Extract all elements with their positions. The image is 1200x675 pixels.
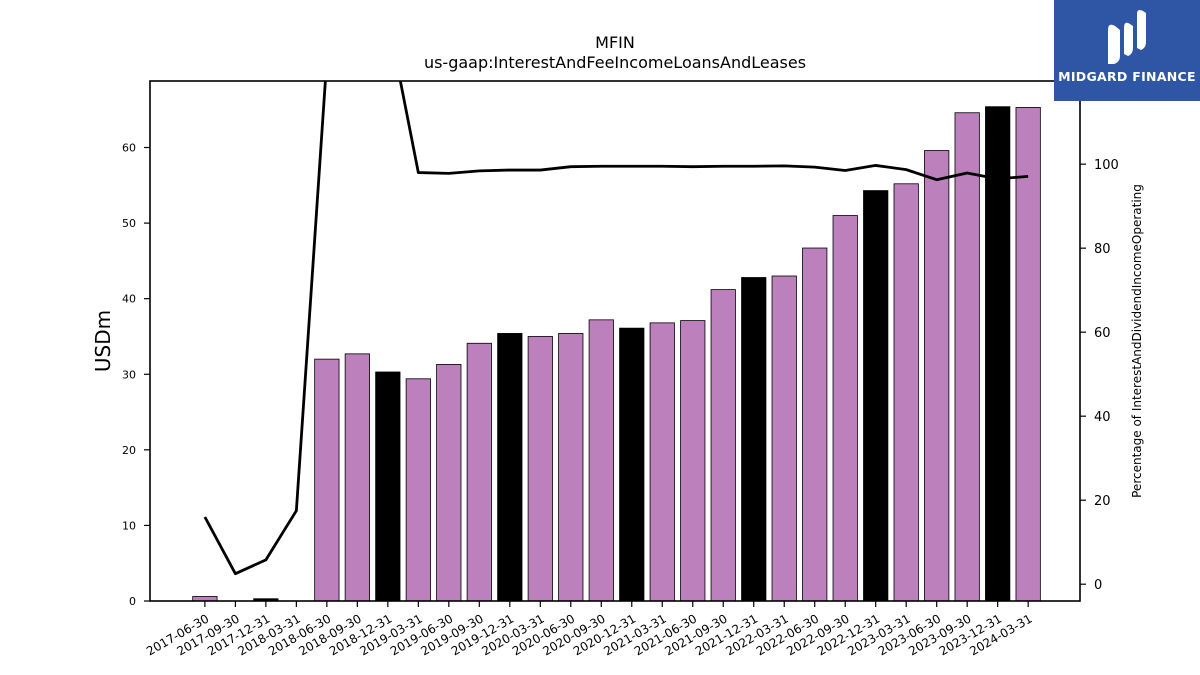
bar-2024-03-31 — [1015, 107, 1041, 602]
bar-2018-09-30 — [344, 353, 370, 602]
y2-tick-label: 80 — [1094, 242, 1111, 257]
bar-2022-03-31 — [771, 275, 797, 602]
chart-subtitle: us-gaap:InterestAndFeeIncomeLoansAndLeas… — [424, 53, 806, 72]
bar-2020-06-30 — [558, 333, 584, 602]
bar-2019-03-31 — [405, 378, 431, 602]
logo-text: MIDGARD FINANCE — [1058, 69, 1196, 84]
y2-tick-label: 60 — [1094, 326, 1111, 341]
y-tick-label: 60 — [122, 142, 136, 155]
y2-tick-label: 20 — [1094, 494, 1111, 509]
bar-2021-03-31 — [649, 322, 675, 602]
bar-2021-12-31 — [741, 277, 767, 602]
bar-2018-06-30 — [314, 358, 340, 602]
y2-tick-label: 40 — [1094, 410, 1111, 425]
bar-2020-03-31 — [527, 336, 553, 602]
y-tick-label: 50 — [122, 217, 136, 230]
bar-2021-09-30 — [710, 289, 736, 602]
y-tick-label: 30 — [122, 368, 136, 381]
y2-axis-label: Percentage of InterestAndDividendIncomeO… — [1130, 184, 1144, 498]
bar-2022-06-30 — [802, 247, 828, 602]
bar-2019-09-30 — [466, 342, 492, 602]
bar-2019-12-31 — [497, 333, 523, 602]
bar-2023-06-30 — [924, 150, 950, 602]
plot-frame — [149, 80, 1081, 602]
bars-layer — [192, 106, 1041, 602]
line-layer — [203, 81, 1029, 576]
y-axis-label: USDm — [91, 310, 115, 372]
midgard-logo-icon — [1108, 10, 1146, 65]
y-tick-label: 0 — [129, 595, 136, 608]
bar-2020-12-31 — [619, 327, 645, 602]
bar-2019-06-30 — [436, 364, 462, 602]
bar-2020-09-30 — [588, 319, 614, 602]
chart-title: MFIN — [595, 33, 635, 52]
bar-2022-12-31 — [863, 190, 889, 602]
bar-2021-06-30 — [680, 320, 706, 602]
y-tick-label: 40 — [122, 293, 136, 306]
bar-2023-03-31 — [893, 183, 919, 602]
y2-tick-label: 100 — [1094, 158, 1119, 173]
bar-2023-09-30 — [954, 112, 980, 602]
brand-logo: MIDGARD FINANCE — [1054, 0, 1200, 101]
y2-tick-label: 0 — [1094, 578, 1102, 593]
y-tick-label: 10 — [122, 519, 136, 532]
percentage-line — [203, 81, 1029, 576]
bar-2022-09-30 — [832, 215, 858, 602]
bar-2018-12-31 — [375, 371, 401, 602]
y-tick-label: 20 — [122, 444, 136, 457]
bar-2023-12-31 — [985, 106, 1011, 602]
